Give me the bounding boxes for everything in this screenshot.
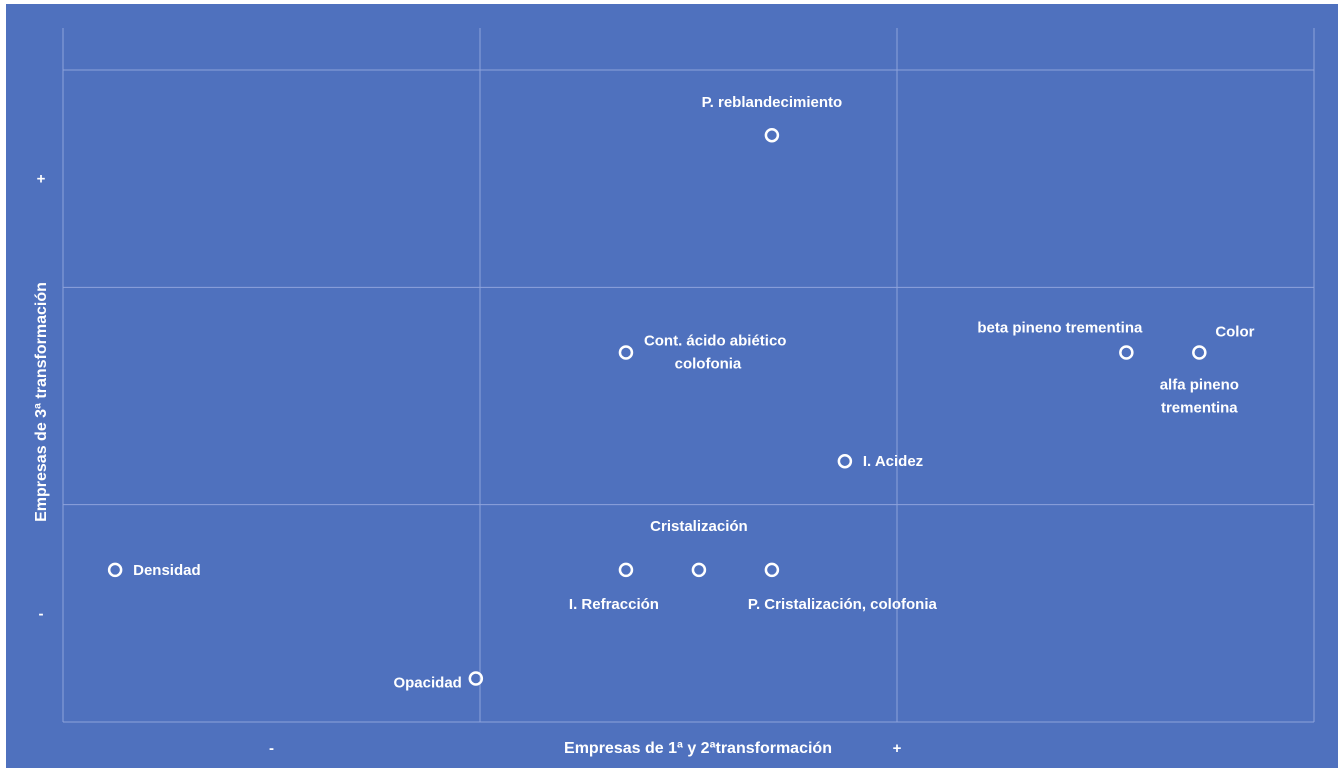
data-point: [837, 453, 853, 469]
point-label: Opacidad: [393, 675, 461, 692]
gridlines: [62, 28, 1315, 723]
point-label: I. Acidez: [863, 453, 923, 470]
point-label: Color: [1215, 324, 1254, 341]
point-label: alfa pineno trementina: [1160, 377, 1239, 417]
data-point: [691, 562, 707, 578]
y-tick-label: +: [37, 171, 46, 188]
point-label: Cristalización: [650, 518, 748, 535]
data-points: [107, 127, 1207, 686]
data-point: [1192, 345, 1207, 360]
y-axis-title: Empresas de 3ª transformación: [33, 282, 50, 522]
scatter-chart: P. reblandecimiento Cont. ácido abiético c…: [6, 4, 1338, 768]
x-axis-title: Empresas de 1ª y 2ªtransformación: [564, 740, 832, 757]
point-label: P. reblandecimiento: [702, 94, 843, 111]
x-tick-label: -: [269, 740, 274, 757]
axis-ticks: - + - +: [37, 171, 902, 757]
data-point: [618, 562, 634, 578]
data-point: [764, 562, 780, 578]
data-point: [107, 562, 123, 578]
point-label: Densidad: [133, 562, 201, 579]
data-point: [764, 127, 780, 143]
point-label: beta pineno trementina: [977, 320, 1143, 337]
point-label: I. Refracción: [569, 596, 659, 613]
point-label: Cont. ácido abiético colofonia: [644, 333, 787, 373]
data-point: [1119, 345, 1134, 360]
x-tick-label: +: [893, 740, 902, 757]
point-label: P. Cristalización, colofonia: [748, 596, 938, 613]
data-point: [468, 671, 484, 686]
point-labels: P. reblandecimiento Cont. ácido abiético c…: [133, 94, 1255, 691]
chart-canvas: P. reblandecimiento Cont. ácido abiético c…: [33, 28, 1315, 757]
data-point: [618, 345, 634, 360]
y-tick-label: -: [39, 605, 44, 622]
